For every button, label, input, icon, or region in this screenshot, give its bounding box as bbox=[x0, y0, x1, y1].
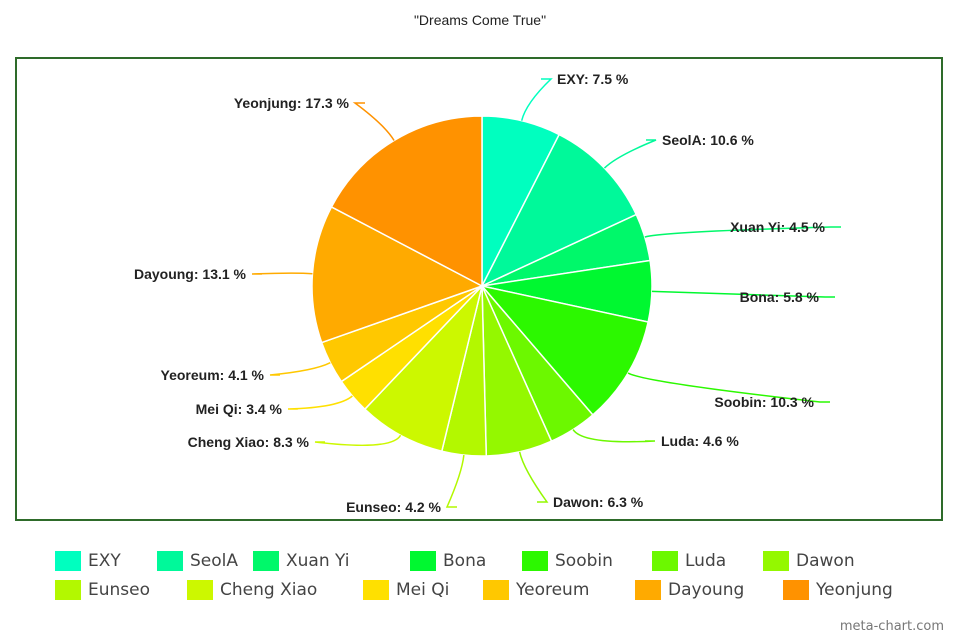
legend-item: Eunseo bbox=[55, 579, 150, 601]
leader-line bbox=[352, 102, 395, 141]
pie-slice bbox=[363, 283, 484, 453]
legend-item: Bona bbox=[410, 550, 486, 572]
legend-label: Mei Qi bbox=[396, 580, 450, 600]
leader-line bbox=[269, 362, 331, 376]
legend-item: Luda bbox=[652, 550, 726, 572]
legend-label: Cheng Xiao bbox=[220, 580, 318, 600]
chart-title: "Dreams Come True" bbox=[413, 12, 547, 28]
slice-label: SeolA: 10.6 % bbox=[662, 132, 754, 148]
legend-item: EXY bbox=[55, 550, 121, 572]
slice-label: Eunseo: 4.2 % bbox=[346, 499, 441, 515]
legend-label: EXY bbox=[88, 551, 121, 571]
legend-item: Yeonjung bbox=[783, 579, 893, 601]
legend-swatch bbox=[783, 580, 809, 600]
legend-item: Dayoung bbox=[635, 579, 744, 601]
pie-slice bbox=[480, 133, 638, 288]
legend-label: SeolA bbox=[190, 551, 239, 571]
legend-label: Soobin bbox=[555, 551, 613, 571]
leader-line bbox=[287, 395, 353, 410]
legend-item: Dawon bbox=[763, 550, 855, 572]
leader-line bbox=[644, 226, 841, 238]
slice-label: Mei Qi: 3.4 % bbox=[196, 401, 283, 417]
leader-line bbox=[603, 139, 657, 169]
legend-swatch bbox=[652, 551, 678, 571]
legend-swatch bbox=[763, 551, 789, 571]
legend-item: SeolA bbox=[157, 550, 238, 572]
legend-item: Yeoreum bbox=[483, 579, 589, 601]
leader-line bbox=[572, 429, 656, 443]
leader-line bbox=[651, 290, 835, 298]
legend-swatch bbox=[363, 580, 389, 600]
slice-label: Dawon: 6.3 % bbox=[553, 494, 644, 510]
legend-swatch bbox=[253, 551, 279, 571]
slice-label: EXY: 7.5 % bbox=[557, 71, 629, 87]
legend-swatch bbox=[55, 551, 81, 571]
leader-line bbox=[251, 272, 313, 275]
pie-slice bbox=[479, 284, 650, 416]
pie-chart: EXY: 7.5 % SeolA: 10.6 % Xuan Yi: 4.5 % Bon… bbox=[134, 71, 841, 515]
slice-label: Yeoreum: 4.1 % bbox=[161, 367, 265, 383]
watermark: meta-chart.com bbox=[839, 619, 944, 634]
leader-line bbox=[314, 434, 402, 447]
legend-swatch bbox=[187, 580, 213, 600]
plot-frame: EXY: 7.5 % SeolA: 10.6 % Xuan Yi: 4.5 % Bon… bbox=[15, 57, 943, 521]
legend-label: Yeonjung bbox=[816, 580, 893, 600]
legend-label: Xuan Yi bbox=[286, 551, 350, 571]
legend-item: Soobin bbox=[522, 550, 613, 572]
legend-swatch bbox=[522, 551, 548, 571]
legend: EXY SeolA Xuan Yi Bona Soobin Luda Dawon Eunse… bbox=[55, 550, 935, 608]
legend-row: Eunseo Cheng Xiao Mei Qi Yeoreum Dayoung Yeon… bbox=[55, 579, 935, 608]
slice-label: Yeonjung: 17.3 % bbox=[234, 95, 350, 111]
legend-swatch bbox=[55, 580, 81, 600]
pie-slice bbox=[311, 205, 484, 344]
legend-label: Eunseo bbox=[88, 580, 151, 600]
pie-slice bbox=[330, 115, 483, 288]
legend-row: EXY SeolA Xuan Yi Bona Soobin Luda Dawon bbox=[55, 550, 935, 579]
legend-label: Dayoung bbox=[668, 580, 745, 600]
legend-swatch bbox=[635, 580, 661, 600]
legend-label: Yeoreum bbox=[516, 580, 590, 600]
slice-label: Bona: 5.8 % bbox=[740, 289, 820, 305]
leader-line bbox=[518, 451, 549, 503]
legend-label: Luda bbox=[685, 551, 727, 571]
legend-swatch bbox=[157, 551, 183, 571]
legend-label: Bona bbox=[443, 551, 487, 571]
legend-item: Xuan Yi bbox=[253, 550, 350, 572]
slice-label: Luda: 4.6 % bbox=[661, 433, 739, 449]
leader-line bbox=[520, 78, 553, 121]
legend-item: Cheng Xiao bbox=[187, 579, 317, 601]
legend-label: Dawon bbox=[796, 551, 855, 571]
slice-label: Soobin: 10.3 % bbox=[714, 394, 814, 410]
legend-item: Mei Qi bbox=[363, 579, 449, 601]
slice-label: Dayoung: 13.1 % bbox=[134, 266, 247, 282]
leader-line bbox=[627, 372, 830, 403]
legend-swatch bbox=[410, 551, 436, 571]
leader-line bbox=[445, 454, 465, 508]
legend-swatch bbox=[483, 580, 509, 600]
slice-label: Xuan Yi: 4.5 % bbox=[730, 219, 825, 235]
slice-label: Cheng Xiao: 8.3 % bbox=[188, 434, 310, 450]
